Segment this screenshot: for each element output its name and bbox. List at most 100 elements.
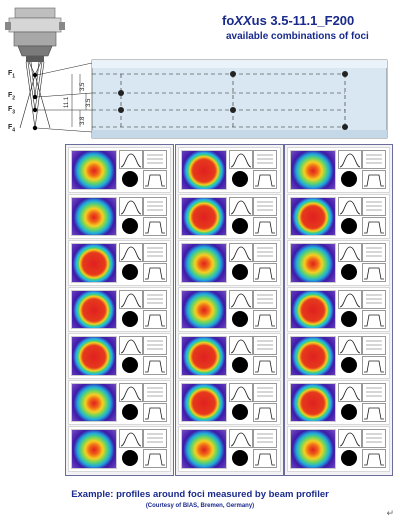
optics-diagram (5, 7, 388, 139)
profile-plot (362, 216, 386, 236)
beam-heatmap (290, 289, 336, 329)
return-mark: ↵ (386, 509, 394, 519)
profile-legend (143, 196, 167, 216)
beam-spot (232, 217, 248, 234)
profile-plot (229, 289, 253, 309)
profile-plot (253, 356, 277, 375)
profile-plot (119, 382, 143, 402)
focus-label-f4: F4 (8, 124, 16, 134)
profile-plot (143, 216, 167, 236)
profile-legend (143, 382, 167, 402)
profile-plot (338, 382, 362, 402)
beam-heatmap (181, 196, 227, 236)
beam-spot (122, 217, 138, 234)
beam-heatmap (71, 289, 117, 329)
profile-plot (338, 336, 362, 355)
beam-heatmap (290, 382, 336, 422)
profile-plot (362, 309, 386, 329)
profile-legend (253, 196, 277, 216)
profile-plot (362, 402, 386, 422)
profile-plot (253, 170, 277, 189)
profile-legend (253, 150, 277, 169)
beam-heatmap (290, 336, 336, 376)
profile-legend (253, 429, 277, 448)
beam-spot (341, 264, 357, 280)
profile-plot (229, 382, 253, 402)
profile-plot (253, 216, 277, 236)
beam-spot (232, 357, 248, 373)
profile-plot (338, 289, 362, 309)
profile-plot (253, 263, 277, 282)
profile-plot (143, 263, 167, 282)
dimension-label: 3.5 (80, 82, 86, 91)
figure-credit: (Courtesy of BIAS, Bremen, Germany) (145, 503, 255, 509)
profile-legend (253, 336, 277, 355)
connector-lines (36, 62, 93, 133)
beam-heatmap (290, 196, 336, 236)
beam-heatmap (71, 150, 117, 190)
profile-plot (229, 336, 253, 355)
beam-spot (122, 450, 138, 466)
profile-legend (253, 243, 277, 262)
beam-spot (341, 403, 357, 420)
beam-spot (122, 403, 138, 420)
beam-heatmap (71, 429, 117, 469)
focal-dots (32, 72, 38, 131)
profile-plot (338, 429, 362, 448)
beam-spot (232, 403, 248, 420)
profile-plot (253, 309, 277, 329)
tube-focus-dots (118, 71, 348, 130)
profile-plot (362, 449, 386, 468)
beam-spot (122, 357, 138, 373)
beam-spot (232, 264, 248, 280)
profile-legend (253, 382, 277, 402)
beam-heatmap (71, 382, 117, 422)
page-title: foXXus 3.5-11.1_F200 (222, 13, 355, 28)
beam-heatmap (181, 429, 227, 469)
profile-plot (119, 336, 143, 355)
profile-plot (338, 243, 362, 262)
beam-heatmap (181, 382, 227, 422)
profile-legend (143, 289, 167, 309)
profile-plot (119, 150, 143, 169)
profile-plot (143, 170, 167, 189)
dimension-label: 3.8 (80, 116, 86, 125)
profile-legend (143, 429, 167, 448)
profile-plot (143, 402, 167, 422)
dimension-label: 11.1 (64, 96, 70, 108)
profile-legend (362, 150, 386, 169)
profile-plot (253, 402, 277, 422)
optic-head-image (5, 7, 65, 62)
dimension-marks (71, 74, 87, 127)
profile-plot (338, 150, 362, 169)
beam-heatmap (181, 150, 227, 190)
profile-plot (229, 243, 253, 262)
beam-lines (19, 61, 51, 129)
profile-plot (143, 449, 167, 468)
profile-plot (253, 449, 277, 468)
tube-diagram (91, 59, 388, 139)
beam-spot (341, 217, 357, 234)
profile-legend (362, 243, 386, 262)
beam-spot (122, 264, 138, 280)
profile-legend (362, 382, 386, 402)
beam-heatmap (71, 196, 117, 236)
beam-spot (232, 310, 248, 327)
focus-label-f3: F3 (8, 106, 16, 116)
profile-legend (362, 429, 386, 448)
beam-heatmap (290, 429, 336, 469)
beam-spot (122, 171, 138, 187)
focus-label-f2: F2 (8, 92, 16, 102)
dimension-label: 3.5 (86, 98, 92, 107)
beam-heatmap (290, 150, 336, 190)
profile-legend (253, 289, 277, 309)
beam-heatmap (290, 243, 336, 283)
focus-label-f1: F1 (8, 70, 16, 80)
beam-spot (232, 171, 248, 187)
profile-plot (362, 170, 386, 189)
profile-plot (362, 263, 386, 282)
beam-spot (232, 450, 248, 466)
beam-spot (341, 171, 357, 187)
profile-plot (229, 196, 253, 216)
profile-plot (229, 429, 253, 448)
